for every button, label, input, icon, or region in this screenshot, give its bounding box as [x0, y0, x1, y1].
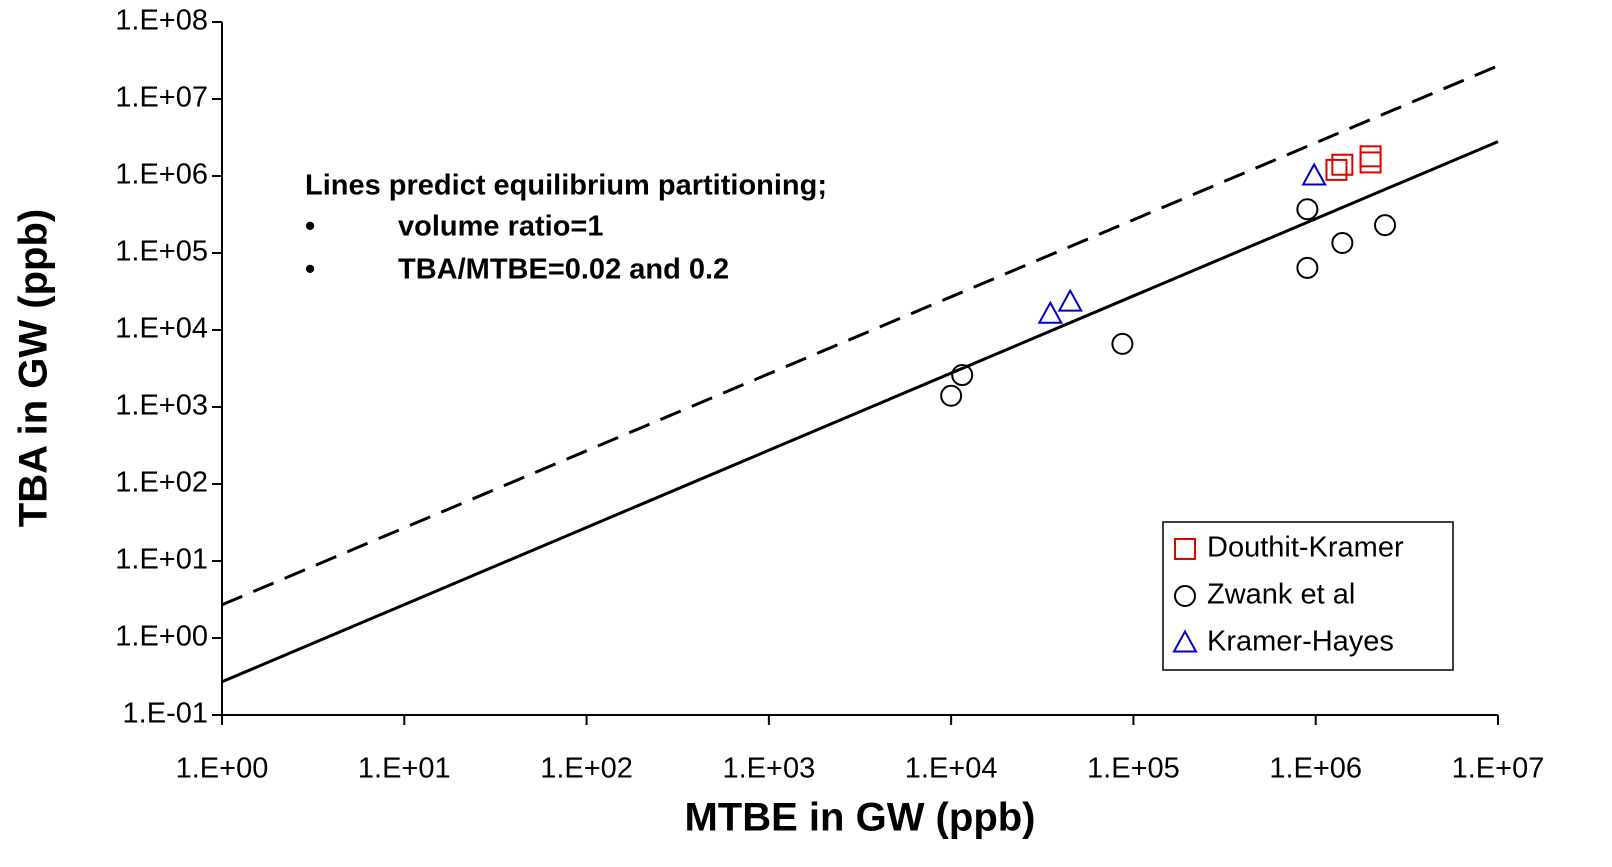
marker-circle [1296, 198, 1319, 221]
y-tick-label: 1.E+06 [115, 159, 208, 191]
x-tick-label: 1.E+07 [1452, 753, 1545, 785]
marker-triangle [1301, 162, 1327, 186]
marker-square [1359, 145, 1382, 168]
legend-label: Douthit-Kramer [1207, 532, 1404, 564]
x-tick-label: 1.E+04 [905, 753, 998, 785]
marker-triangle [1172, 629, 1198, 653]
legend-label: Zwank et al [1207, 579, 1355, 611]
legend-label: Kramer-Hayes [1207, 626, 1394, 658]
y-tick-label: 1.E+05 [115, 236, 208, 268]
marker-circle [1111, 332, 1134, 355]
x-tick-label: 1.E+05 [1087, 753, 1180, 785]
y-tick-label: 1.E+03 [115, 390, 208, 422]
marker-square [1331, 153, 1354, 176]
y-tick-label: 1.E-01 [123, 698, 208, 730]
annotation-item: TBA/MTBE=0.02 and 0.2 [398, 254, 729, 286]
marker-circle [940, 384, 963, 407]
marker-circle [1331, 231, 1354, 254]
y-tick-label: 1.E+02 [115, 467, 208, 499]
marker-square [1325, 158, 1348, 181]
marker-square [1359, 151, 1382, 174]
y-tick-label: 1.E+07 [115, 82, 208, 114]
y-tick-label: 1.E+08 [115, 5, 208, 37]
y-axis-title: TBA in GW (ppb) [12, 209, 56, 527]
y-tick-label: 1.E+04 [115, 313, 208, 345]
y-tick-label: 1.E+01 [115, 544, 208, 576]
x-tick-label: 1.E+00 [176, 753, 269, 785]
x-tick-label: 1.E+03 [722, 753, 815, 785]
annotation-bullet: • [305, 254, 315, 286]
x-tick-label: 1.E+06 [1269, 753, 1362, 785]
annotation-bullet: • [305, 211, 315, 243]
marker-circle [1296, 256, 1319, 279]
marker-triangle [1037, 300, 1064, 324]
x-tick-label: 1.E+02 [540, 753, 633, 785]
marker-triangle [1057, 288, 1083, 312]
marker-circle [1374, 214, 1397, 237]
marker-circle [951, 364, 974, 387]
x-axis-title: MTBE in GW (ppb) [684, 796, 1035, 840]
x-tick-label: 1.E+01 [358, 753, 451, 785]
legend-box [1162, 521, 1454, 671]
annotation-item: volume ratio=1 [398, 211, 604, 243]
marker-circle [1174, 585, 1196, 607]
marker-square [1174, 538, 1196, 560]
model-line [221, 140, 1499, 684]
model-line [221, 64, 1499, 607]
y-tick-label: 1.E+00 [115, 621, 208, 653]
annotation-title: Lines predict equilibrium partitioning; [305, 170, 827, 202]
